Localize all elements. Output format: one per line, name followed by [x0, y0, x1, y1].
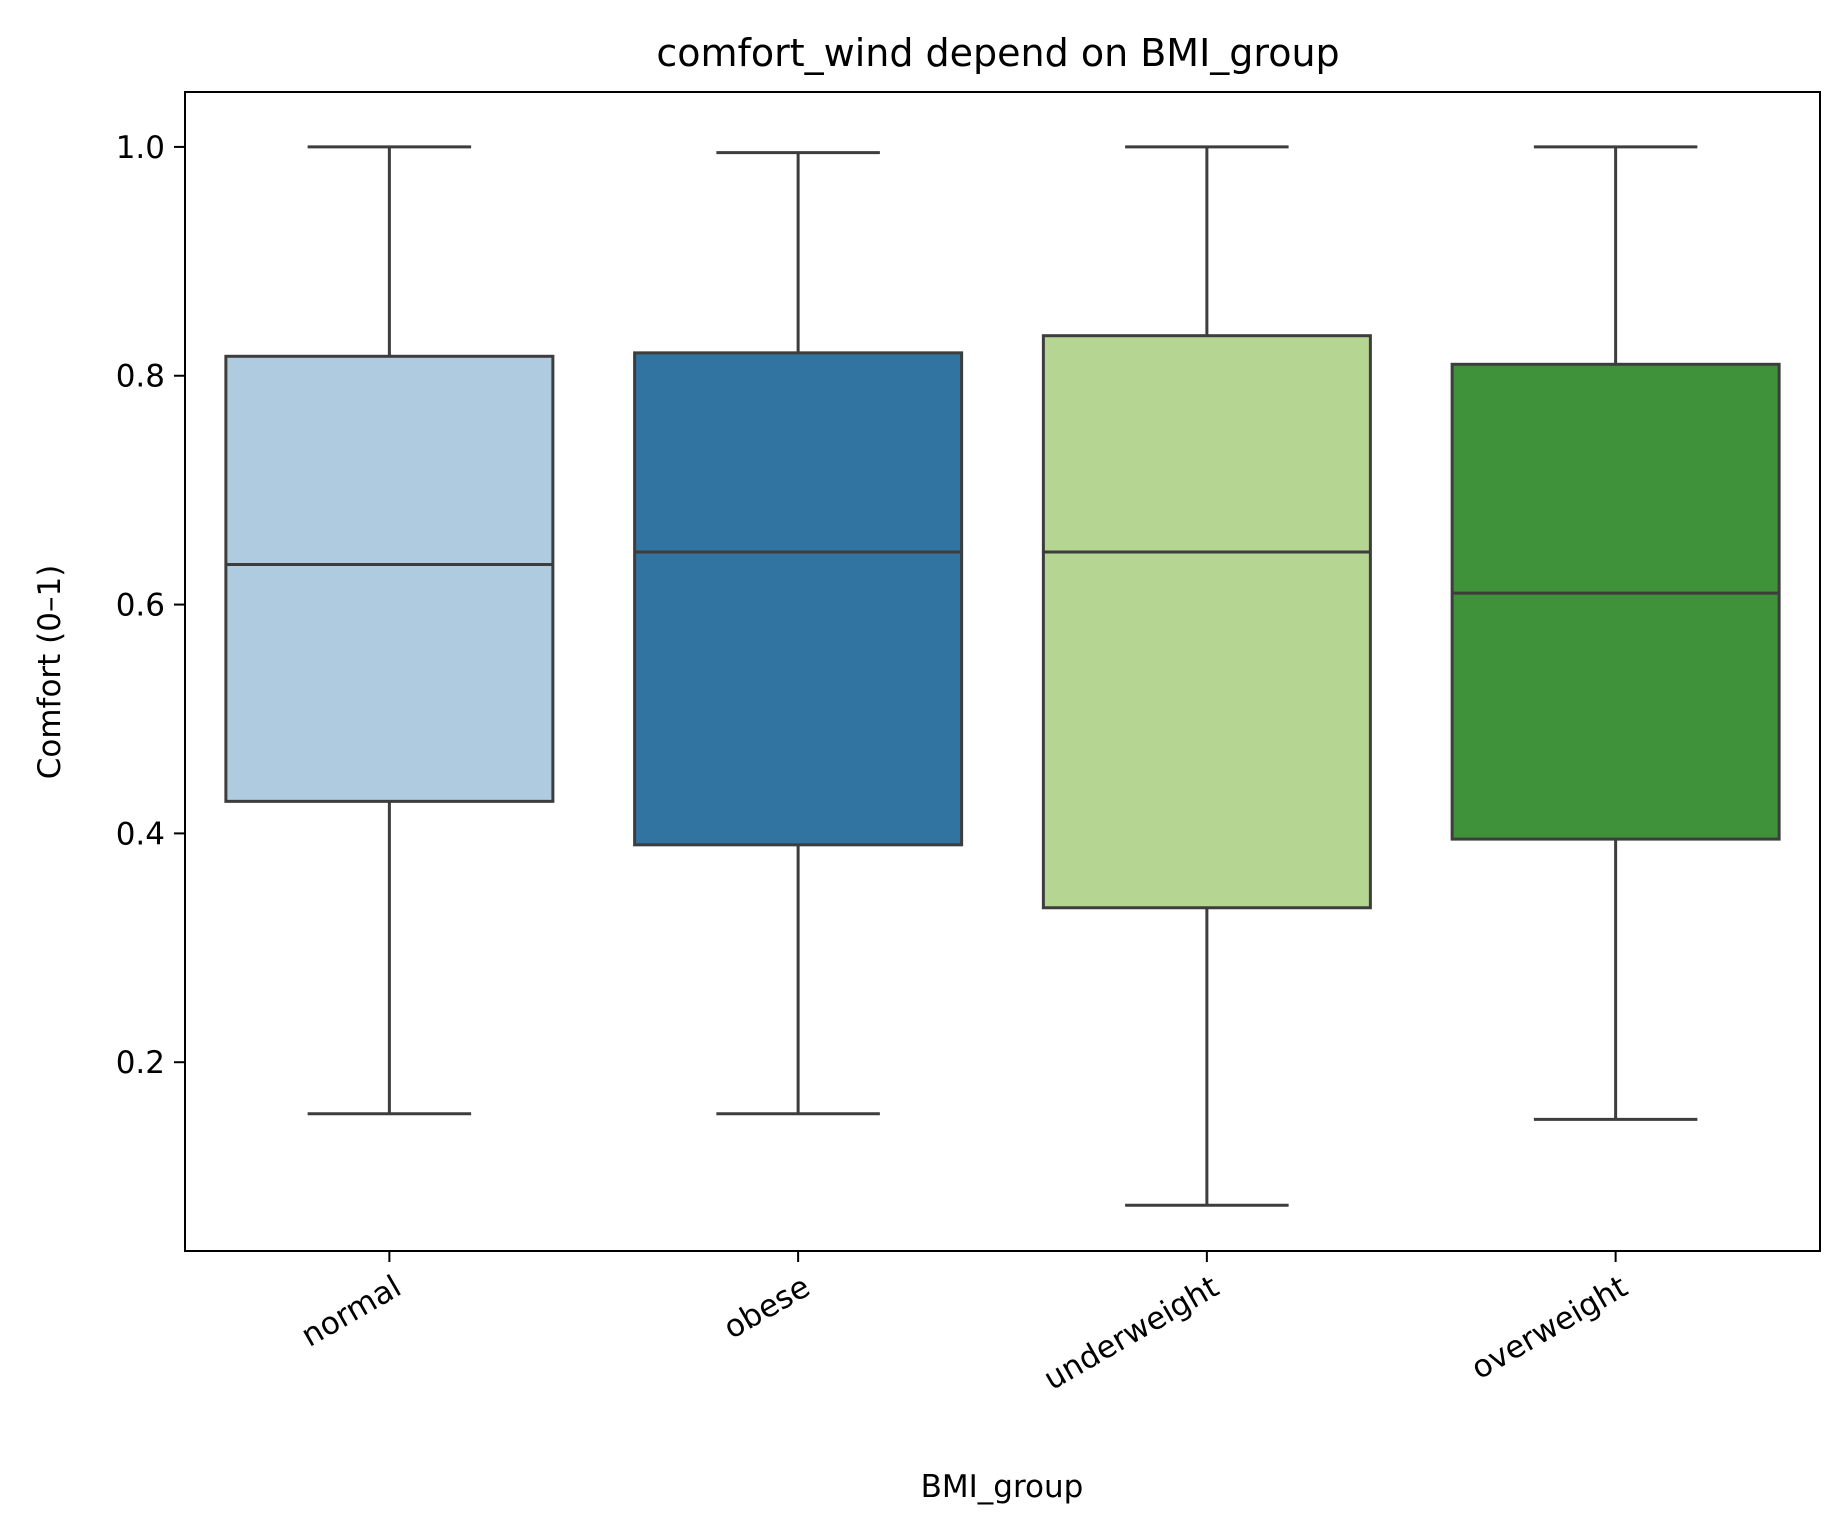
x-axis: normal obese underweight overweight [295, 1251, 1634, 1398]
y-tick-label: 0.6 [116, 588, 165, 624]
box-group-overweight [1450, 145, 1781, 1121]
x-tick-label: overweight [1465, 1269, 1633, 1387]
box-group-obese [633, 151, 964, 1116]
x-tick-label: underweight [1038, 1269, 1225, 1398]
y-tick-label: 1.0 [116, 130, 165, 166]
box-obese [633, 351, 964, 847]
plot-content [224, 145, 1781, 1207]
y-axis-label: Comfort (0–1) [32, 565, 68, 780]
y-axis: 0.2 0.4 0.6 0.8 1.0 [116, 130, 185, 1081]
y-tick-label: 0.4 [116, 816, 165, 852]
y-tick-label: 0.2 [116, 1045, 165, 1081]
plot-frame [184, 91, 1821, 1252]
box-underweight [1041, 334, 1372, 910]
chart-title: comfort_wind depend on BMI_group [656, 31, 1339, 75]
x-tick-label: obese [718, 1269, 816, 1347]
box-group-underweight [1041, 145, 1372, 1207]
y-tick-label: 0.8 [116, 359, 165, 395]
box-overweight [1450, 362, 1781, 841]
x-tick-label: normal [295, 1269, 407, 1354]
box-group-normal [224, 145, 555, 1116]
x-axis-label: BMI_group [921, 1469, 1084, 1505]
box-normal [224, 354, 555, 803]
